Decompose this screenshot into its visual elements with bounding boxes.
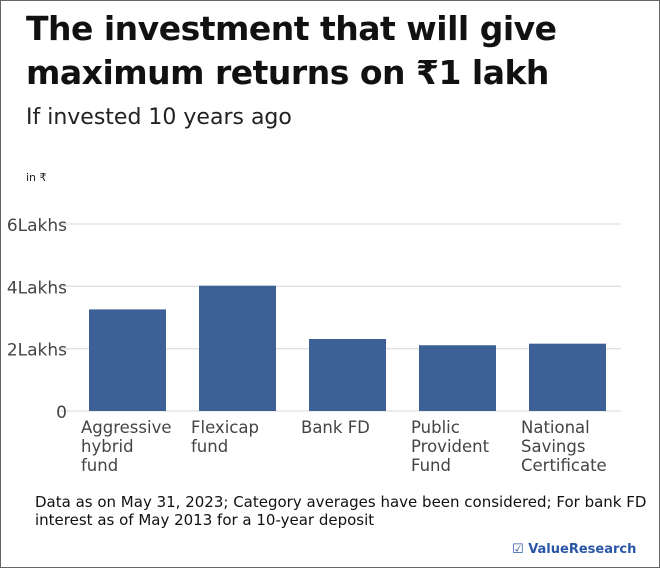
bar	[199, 285, 276, 411]
bar	[309, 339, 386, 411]
bar	[419, 345, 496, 411]
x-tick-label: Bank FD	[301, 418, 370, 437]
footnote-line2: interest as of May 2013 for a 10-year de…	[35, 511, 375, 529]
chart-subtitle: If invested 10 years ago	[26, 105, 292, 130]
chart-title: The investment that will give maximum re…	[26, 9, 557, 92]
footnote: Data as on May 31, 2023; Category averag…	[35, 493, 646, 529]
y-tick-label: 6Lakhs	[7, 216, 67, 236]
x-tick-label: Certificate	[521, 456, 607, 475]
value-research-logo: ☑ ValueResearch	[512, 542, 637, 557]
logo-check-icon: ☑	[512, 542, 524, 557]
x-tick-label: Fund	[411, 456, 451, 475]
y-tick-label: 4Lakhs	[7, 278, 67, 298]
bar	[89, 309, 166, 411]
x-tick-label: fund	[191, 437, 228, 456]
x-tick-label: Provident	[411, 437, 490, 456]
y-tick-label: 2Lakhs	[7, 341, 67, 361]
x-tick-label: Aggressive	[81, 418, 172, 437]
x-tick-label: hybrid	[81, 437, 134, 456]
x-tick-label: Public	[411, 418, 460, 437]
unit-label: in ₹	[26, 171, 47, 184]
x-tick-label: fund	[81, 456, 118, 475]
x-tick-label: Flexicap	[191, 418, 259, 437]
x-tick-label: National	[521, 418, 590, 437]
bar	[529, 343, 606, 411]
y-tick-label: 0	[56, 403, 67, 423]
footnote-line1: Data as on May 31, 2023; Category averag…	[35, 493, 647, 511]
x-tick-label: Savings	[521, 437, 585, 456]
